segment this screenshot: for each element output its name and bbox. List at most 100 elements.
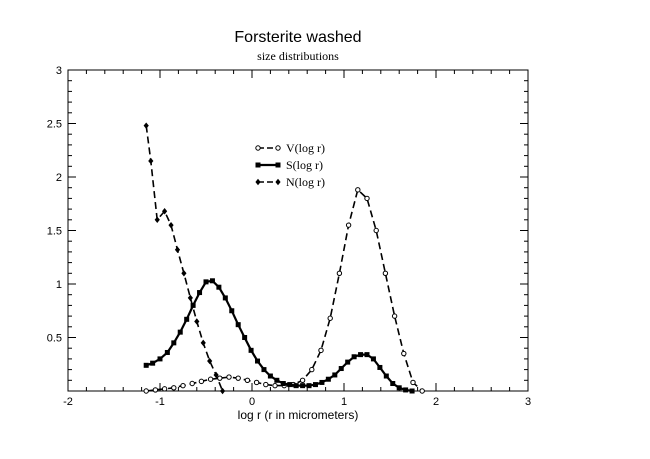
axes: -2 -1 0 1 2 3 0.5 1 1.5 2 2.5 3 — [47, 65, 531, 408]
series-layer — [143, 122, 425, 395]
data-point — [187, 294, 193, 302]
x-tick-label: -2 — [63, 396, 73, 408]
data-point — [336, 270, 343, 276]
data-point — [152, 387, 159, 393]
data-point — [171, 340, 177, 346]
data-point — [383, 373, 389, 379]
series-line — [145, 125, 224, 392]
data-point — [219, 387, 226, 395]
data-point — [306, 383, 312, 389]
data-point — [229, 308, 235, 314]
x-tick-label: -1 — [155, 396, 165, 408]
x-tick-label: 0 — [249, 396, 255, 408]
data-point — [207, 357, 213, 365]
data-point — [274, 377, 280, 383]
data-point — [327, 315, 333, 321]
data-point — [364, 195, 370, 202]
data-point — [312, 382, 318, 388]
legend-marker — [255, 178, 261, 186]
data-point — [345, 359, 351, 365]
data-point — [242, 335, 248, 340]
data-point — [373, 227, 379, 234]
data-point — [168, 221, 174, 229]
data-point — [267, 373, 273, 379]
data-point — [171, 385, 177, 391]
data-point — [194, 318, 200, 325]
x-tick-label: 3 — [525, 396, 531, 408]
data-point — [409, 388, 415, 394]
data-point — [263, 381, 269, 388]
legend-marker — [255, 145, 261, 151]
legend-marker — [275, 145, 281, 151]
data-point — [355, 187, 361, 193]
y-tick-label: 1.5 — [47, 226, 62, 238]
data-point — [255, 358, 261, 364]
data-point — [209, 278, 215, 284]
series-2 — [143, 122, 226, 395]
data-point — [299, 377, 306, 383]
data-point — [143, 388, 149, 394]
data-point — [293, 383, 299, 389]
data-point — [157, 356, 163, 362]
data-point — [177, 329, 183, 335]
data-point — [390, 381, 396, 387]
data-point — [309, 366, 315, 373]
plot-frame — [67, 69, 529, 392]
data-point — [325, 376, 331, 382]
data-point — [318, 347, 324, 354]
data-point — [272, 382, 278, 389]
data-point — [148, 157, 154, 165]
x-axis-label: log r (r in micrometers) — [238, 408, 359, 422]
data-point — [377, 364, 383, 370]
data-point — [382, 270, 389, 276]
data-point — [203, 279, 209, 285]
series-1 — [143, 278, 415, 394]
data-point — [300, 383, 306, 389]
y-tick-label: 1 — [56, 279, 62, 291]
data-point — [198, 378, 205, 385]
data-point — [396, 385, 402, 391]
x-tick-label: 2 — [433, 396, 439, 408]
data-point — [226, 374, 232, 380]
chart-title: Forsterite washed — [234, 29, 361, 46]
data-point — [419, 388, 425, 394]
series-line — [145, 279, 413, 393]
data-point — [164, 349, 170, 355]
y-tick-label: 0.5 — [47, 333, 62, 345]
legend: V(log r) S(log r) N(log r) — [255, 141, 325, 189]
data-point — [280, 381, 286, 387]
y-tick-label: 3 — [56, 65, 62, 77]
data-point — [244, 377, 251, 383]
data-point — [253, 379, 260, 386]
legend-marker — [275, 162, 281, 168]
legend-label: S(log r) — [286, 158, 323, 172]
data-point — [332, 372, 338, 378]
data-point — [351, 354, 357, 360]
data-point — [235, 322, 241, 328]
legend-label: N(log r) — [286, 175, 325, 189]
data-point — [213, 371, 219, 379]
legend-marker — [275, 178, 281, 186]
data-point — [143, 362, 149, 368]
y-tick-label: 2 — [56, 172, 62, 184]
data-point — [345, 222, 352, 228]
data-point — [161, 386, 168, 392]
data-point — [197, 290, 203, 296]
series-0 — [143, 187, 425, 394]
data-point — [235, 375, 241, 381]
data-point — [248, 347, 254, 353]
data-point — [403, 387, 409, 393]
data-point — [401, 350, 407, 357]
data-point — [370, 356, 376, 362]
data-point — [162, 208, 168, 215]
data-point — [410, 379, 416, 386]
data-point — [174, 246, 181, 253]
data-point — [150, 360, 156, 366]
data-point — [287, 382, 293, 388]
data-point — [181, 270, 187, 277]
legend-label: V(log r) — [286, 141, 325, 155]
data-point — [319, 379, 325, 385]
data-point — [261, 367, 267, 373]
data-point — [358, 352, 364, 358]
